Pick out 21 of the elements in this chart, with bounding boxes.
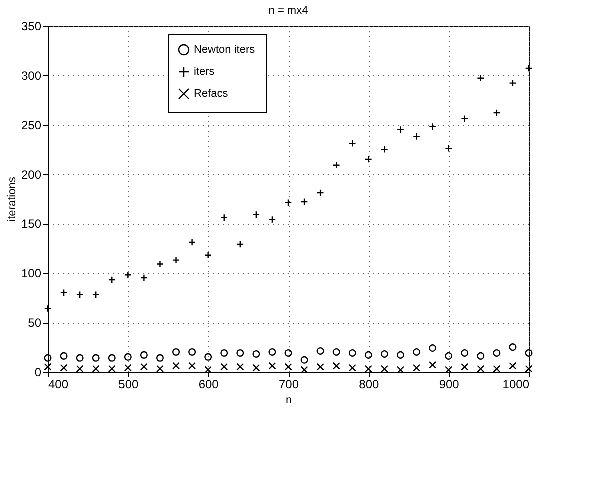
y-axis-title: iterations — [6, 176, 18, 222]
x-tick-label: 800 — [359, 378, 380, 392]
y-tick-label: 50 — [28, 316, 42, 330]
y-tick-label: 150 — [21, 217, 42, 232]
y-tick-label: 250 — [21, 118, 42, 132]
y-tick-label: 350 — [21, 20, 42, 34]
legend-label: Newton iters — [194, 44, 256, 56]
x-tick-label: 600 — [198, 378, 220, 392]
x-axis-title: n — [286, 394, 292, 406]
x-tick-label: 1000 — [502, 378, 530, 392]
legend-label: iters — [194, 66, 216, 78]
x-tick-label: 700 — [278, 378, 300, 392]
x-tick-label: 400 — [48, 378, 69, 392]
chart-title: n = mx4 — [268, 5, 308, 17]
y-tick-label: 200 — [21, 168, 42, 182]
y-tick-label: 300 — [21, 68, 42, 83]
x-tick-label: 500 — [118, 378, 139, 392]
x-tick-label: 900 — [439, 378, 460, 392]
y-tick-label: 0 — [34, 366, 42, 380]
legend-label: Refacs — [194, 88, 229, 100]
y-tick-label: 100 — [21, 266, 42, 281]
